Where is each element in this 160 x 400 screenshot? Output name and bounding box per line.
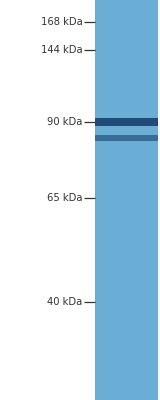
Text: 168 kDa: 168 kDa <box>41 17 82 27</box>
Text: 40 kDa: 40 kDa <box>47 297 82 307</box>
Text: 65 kDa: 65 kDa <box>47 193 82 203</box>
Text: 90 kDa: 90 kDa <box>47 117 82 127</box>
Text: 144 kDa: 144 kDa <box>41 45 82 55</box>
